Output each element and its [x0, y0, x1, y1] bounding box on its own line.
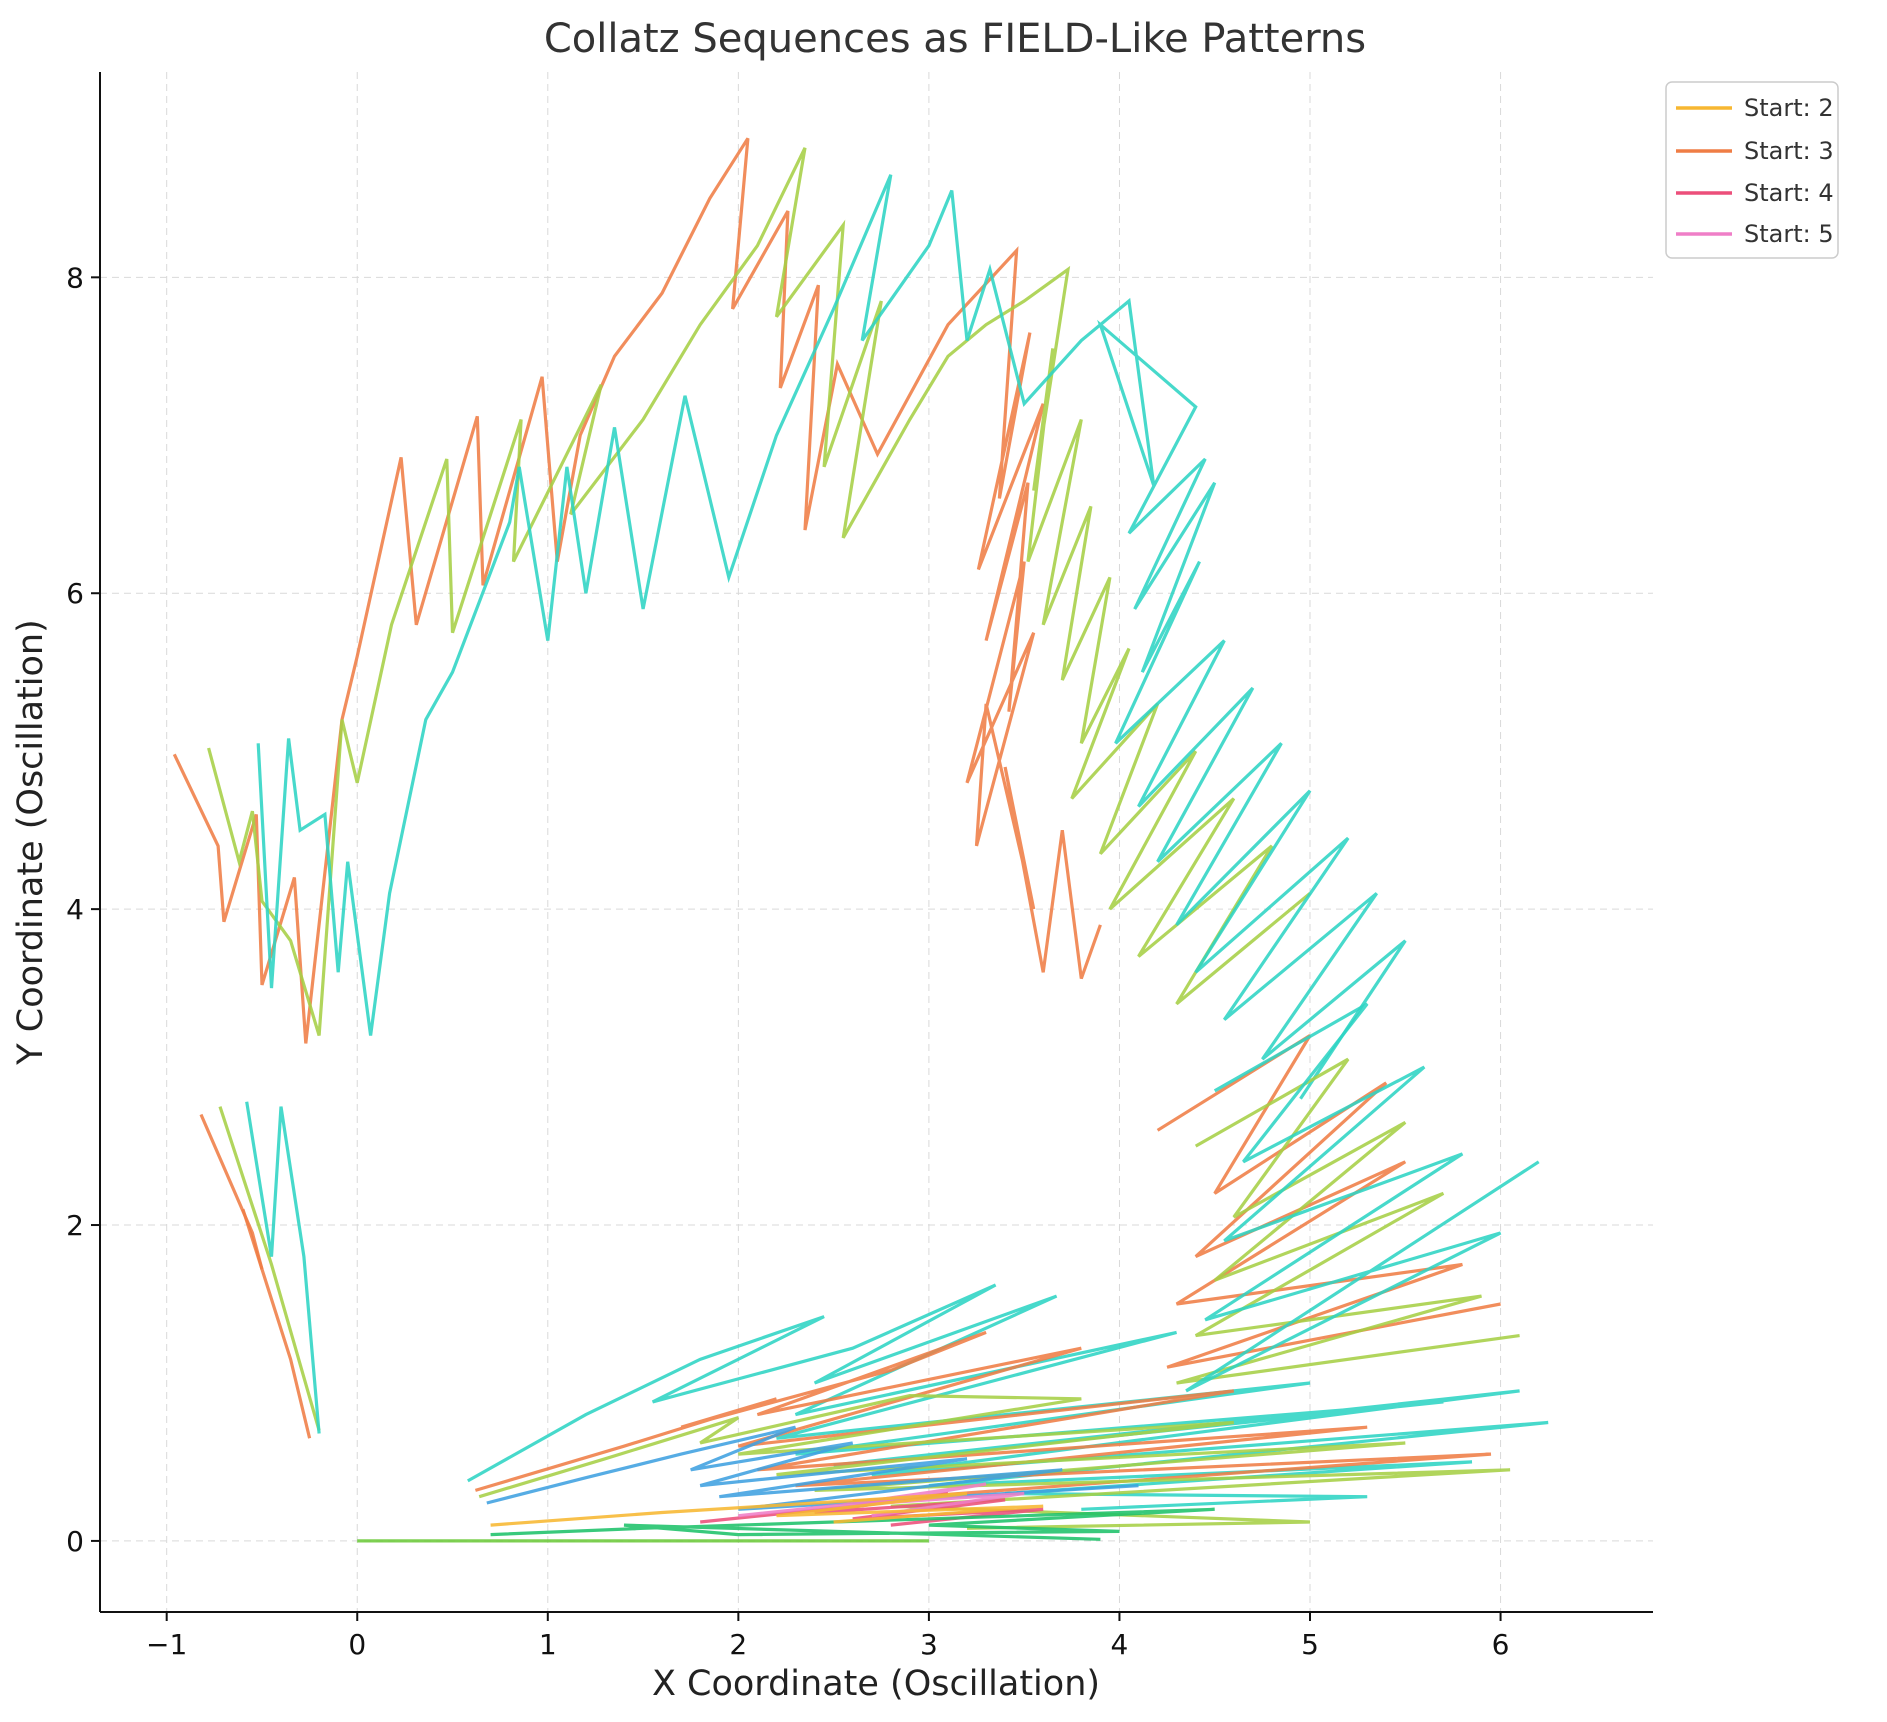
y-axis-label: Y Coordinate (Oscillation)	[11, 619, 51, 1066]
x-tick-label: 5	[1301, 1628, 1319, 1661]
x-tick-label: 4	[1111, 1628, 1129, 1661]
series-line-10	[1185, 1002, 1540, 1393]
y-tick-label: 8	[66, 261, 84, 294]
series-line-5	[241, 1208, 312, 1439]
y-tick-label: 2	[66, 1209, 84, 1242]
legend-label-start-3: Start: 3	[1744, 137, 1834, 165]
series-layer	[172, 137, 1549, 1543]
legend-label-start-4: Start: 4	[1744, 179, 1834, 207]
series-line-18	[490, 1491, 1044, 1527]
x-tick-label: 0	[348, 1628, 366, 1661]
y-tick-label: 4	[66, 893, 84, 926]
series-line-12	[474, 1330, 1492, 1503]
series-line-3	[256, 174, 1407, 1100]
series-line-14	[486, 1425, 1139, 1511]
x-tick-label: −1	[146, 1628, 187, 1661]
series-line-7	[245, 1101, 321, 1434]
ticks: −1 0 1 2 3 4 5 6 0 2 4 6 8	[66, 261, 1509, 1661]
x-tick-label: 1	[539, 1628, 557, 1661]
x-tick-label: 2	[729, 1628, 747, 1661]
series-line-13	[478, 1393, 1511, 1530]
series-line-17	[490, 1507, 1215, 1541]
legend-frame	[1665, 81, 1839, 259]
series-line-6	[218, 1106, 321, 1431]
y-tick-label: 0	[66, 1525, 84, 1558]
series-line-1	[172, 137, 1102, 1044]
x-tick-label: 6	[1492, 1628, 1510, 1661]
y-tick-label: 6	[66, 577, 84, 610]
x-tick-label: 3	[920, 1628, 938, 1661]
x-axis-label: X Coordinate (Oscillation)	[652, 1664, 1100, 1704]
legend-label-start-2: Start: 2	[1744, 94, 1834, 122]
legend-label-start-5: Start: 5	[1744, 220, 1834, 248]
series-line-16	[738, 1482, 1025, 1518]
chart-title: Collatz Sequences as FIELD-Like Patterns	[544, 16, 1366, 62]
legend: Start: 2 Start: 3 Start: 4 Start: 5	[1665, 81, 1839, 259]
